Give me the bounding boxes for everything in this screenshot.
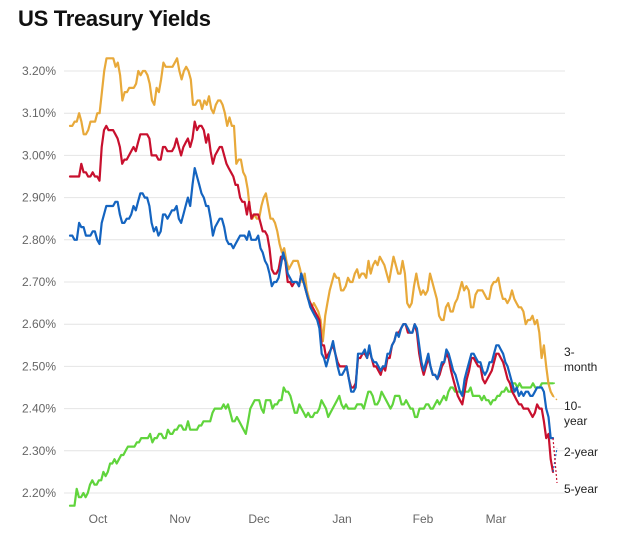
y-tick-label: 2.40% (22, 402, 56, 416)
series-line-5-year (68, 167, 555, 440)
series-label-2-year: 2-year (564, 445, 598, 459)
y-tick-label: 2.70% (22, 275, 56, 289)
y-tick-label: 3.00% (22, 148, 56, 162)
y-tick-label: 2.30% (22, 444, 56, 458)
label-leader (552, 438, 558, 484)
x-tick-label: Feb (413, 512, 434, 526)
y-tick-label: 2.80% (22, 233, 56, 247)
y-tick-label: 3.10% (22, 106, 56, 120)
series-line-2-year (68, 120, 555, 473)
series-label-10-year: 10- (564, 399, 581, 413)
y-tick-label: 2.90% (22, 191, 56, 205)
series-label-5-year: 5-year (564, 482, 598, 496)
chart-title: US Treasury Yields (18, 6, 211, 31)
y-tick-label: 2.50% (22, 359, 56, 373)
series-line-10-year (68, 57, 555, 397)
x-tick-label: Jan (332, 512, 351, 526)
x-tick-label: Nov (169, 512, 190, 526)
x-tick-label: Mar (486, 512, 507, 526)
series-lines (68, 57, 555, 507)
x-axis-ticks: Oct Nov Dec Jan Feb Mar (89, 512, 507, 526)
series-end-labels: 3-month 10-year 2-year 5-year (552, 345, 598, 496)
series-line-3-month (68, 382, 555, 507)
gridlines (64, 70, 565, 494)
y-tick-label: 2.20% (22, 486, 56, 500)
series-label-3-month: 3- (564, 345, 575, 359)
x-tick-label: Dec (248, 512, 269, 526)
y-axis-ticks: 3.20% 3.10% 3.00% 2.90% 2.80% 2.70% 2.60% 2.50%… (22, 64, 56, 500)
series-label-3-month: month (564, 360, 597, 374)
series-label-10-year: year (564, 414, 587, 428)
y-tick-label: 3.20% (22, 64, 56, 78)
x-tick-label: Oct (89, 512, 108, 526)
y-tick-label: 2.60% (22, 317, 56, 331)
label-leader (552, 395, 558, 401)
